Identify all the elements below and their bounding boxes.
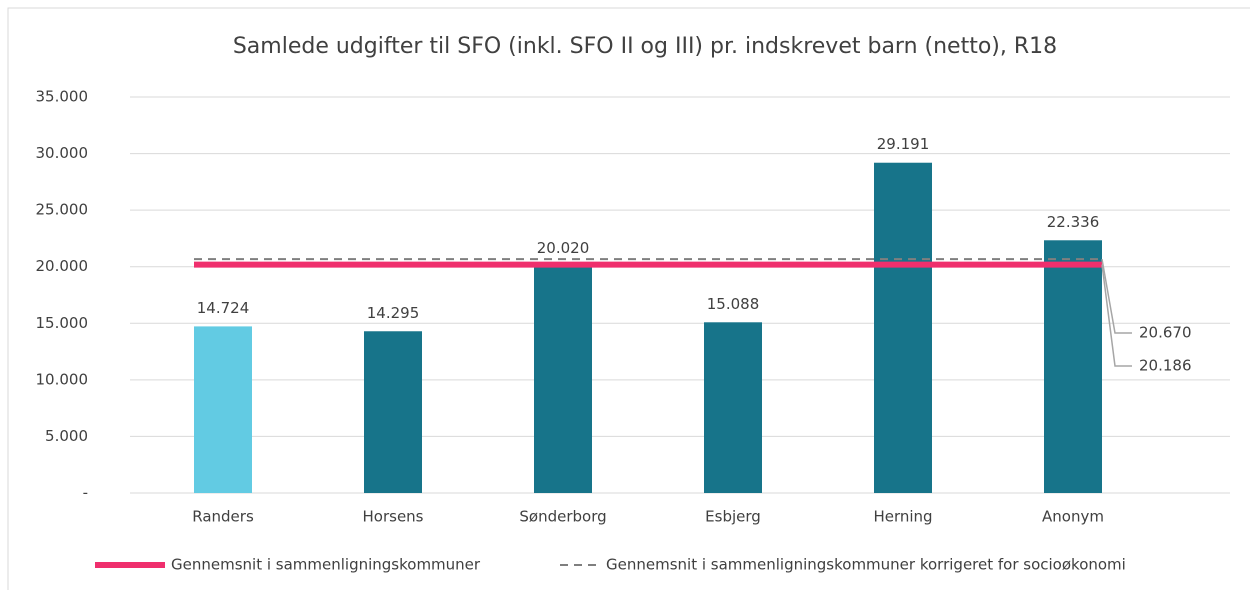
value-label: 14.724 [197, 299, 250, 317]
y-tick-label: 25.000 [36, 201, 89, 219]
y-tick-label: 30.000 [36, 144, 89, 162]
leader-line [1101, 264, 1132, 367]
chart-title: Samlede udgifter til SFO (inkl. SFO II o… [233, 34, 1057, 59]
y-tick-label: 35.000 [36, 88, 89, 106]
bar [194, 326, 252, 493]
bar [874, 162, 932, 494]
y-tick-label: 10.000 [36, 370, 89, 388]
value-label: 15.088 [707, 295, 760, 313]
y-tick-label: 20.000 [36, 257, 89, 275]
y-tick-label: 15.000 [36, 314, 89, 332]
line-value-label: 20.186 [1139, 357, 1192, 375]
x-tick-label: Horsens [363, 508, 424, 526]
x-tick-label: Randers [192, 508, 254, 526]
x-tick-label: Sønderborg [519, 508, 606, 526]
x-tick-label: Esbjerg [705, 508, 761, 526]
value-label: 29.191 [877, 135, 930, 153]
bar [1044, 240, 1102, 493]
value-label: 22.336 [1047, 213, 1100, 231]
y-tick-label: - [83, 484, 88, 502]
line-value-label: 20.670 [1139, 324, 1192, 342]
legend-label: Gennemsnit i sammenligningskommuner korr… [606, 556, 1126, 574]
x-tick-label: Herning [873, 508, 932, 526]
value-label: 20.020 [537, 239, 590, 257]
leader-line [1101, 259, 1132, 334]
legend-label: Gennemsnit i sammenligningskommuner [171, 556, 481, 574]
x-tick-label: Anonym [1042, 508, 1104, 526]
bar [364, 331, 422, 493]
y-tick-label: 5.000 [45, 427, 88, 445]
bar [704, 322, 762, 493]
bar [534, 266, 592, 493]
value-label: 14.295 [367, 304, 420, 322]
